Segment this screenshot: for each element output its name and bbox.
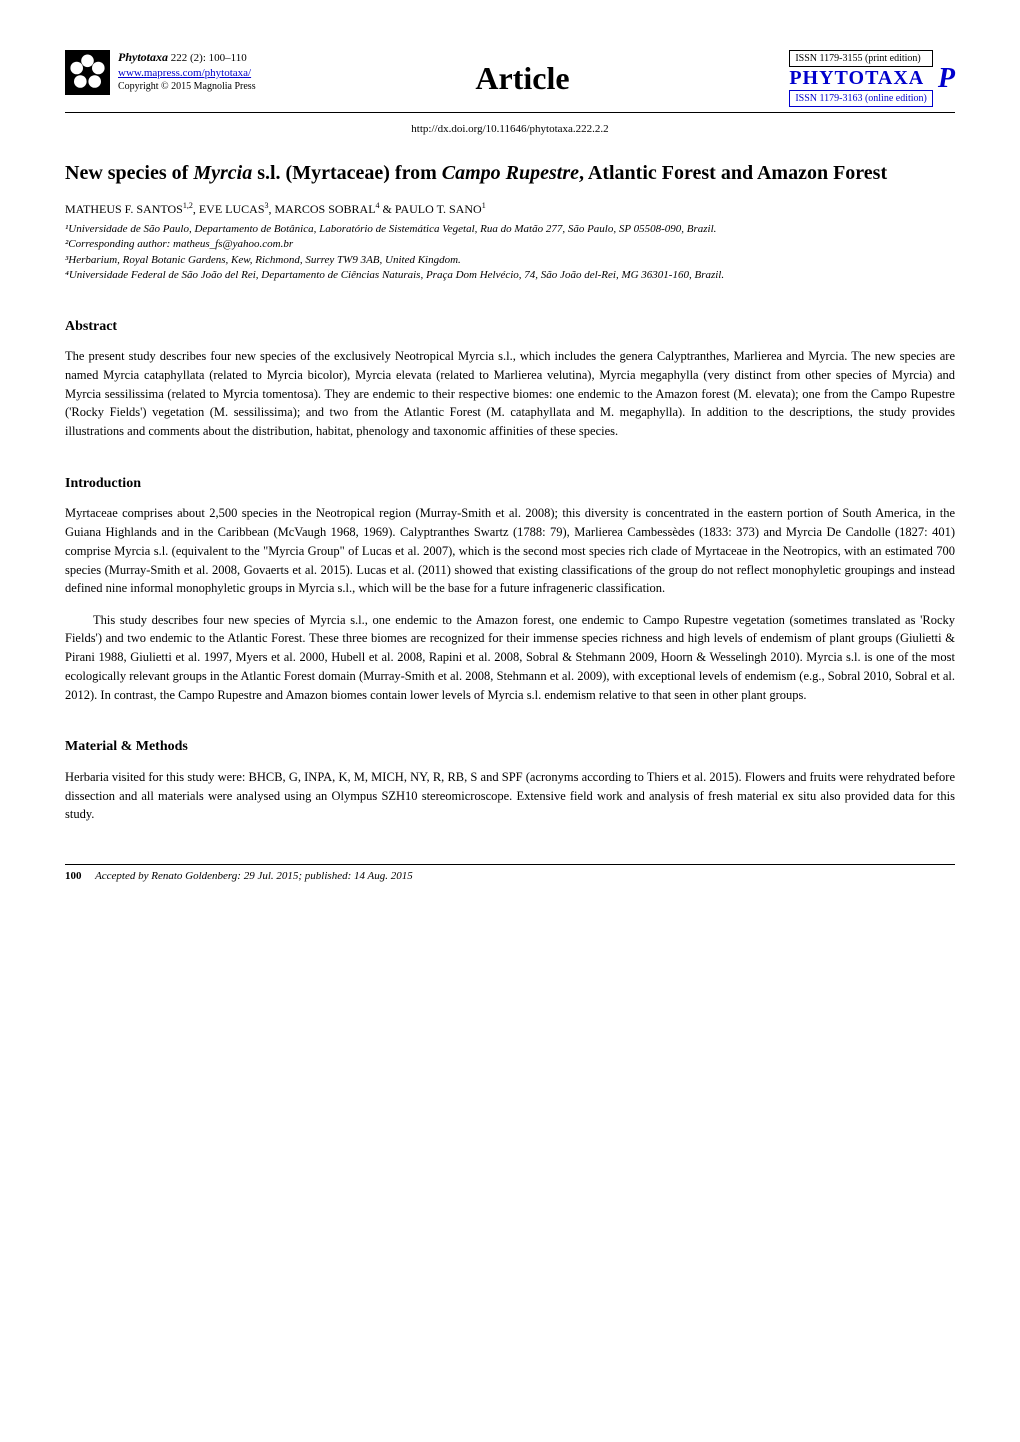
affiliation-2: ²Corresponding author: matheus_fs@yahoo.… (65, 237, 955, 252)
author-name: , EVE LUCAS (193, 202, 265, 216)
journal-info: Phytotaxa 222 (2): 100–110 www.mapress.c… (118, 50, 256, 93)
copyright-text: Copyright © 2015 Magnolia Press (118, 80, 256, 93)
affiliation-4: ⁴Universidade Federal de São João del Re… (65, 268, 955, 283)
methods-text: Herbaria visited for this study were: BH… (65, 768, 955, 824)
p-logo-icon: P (938, 63, 955, 95)
journal-header: Phytotaxa 222 (2): 100–110 www.mapress.c… (65, 50, 955, 107)
issn-print: ISSN 1179-3155 (print edition) (789, 50, 933, 67)
header-left-block: Phytotaxa 222 (2): 100–110 www.mapress.c… (65, 50, 256, 95)
article-label: Article (475, 60, 569, 97)
title-italic: Campo Rupestre (442, 162, 579, 184)
journal-issue: 222 (2): 100–110 (171, 52, 247, 64)
journal-url-link[interactable]: www.mapress.com/phytotaxa/ (118, 67, 251, 79)
author-name: , MARCOS SOBRAL (269, 202, 376, 216)
header-right-block: ISSN 1179-3155 (print edition) PHYTOTAXA… (789, 50, 955, 107)
phytotaxa-wordmark: PHYTOTAXA (789, 67, 933, 90)
footer-text: Accepted by Renato Goldenberg: 29 Jul. 2… (95, 870, 413, 882)
affiliation-3: ³Herbarium, Royal Botanic Gardens, Kew, … (65, 253, 955, 268)
abstract-heading: Abstract (65, 319, 955, 335)
abstract-text: The present study describes four new spe… (65, 347, 955, 441)
issn-online: ISSN 1179-3163 (online edition) (789, 90, 933, 107)
introduction-heading: Introduction (65, 476, 955, 492)
title-part: , Atlantic Forest and Amazon Forest (579, 162, 887, 184)
intro-para-1: Myrtaceae comprises about 2,500 species … (65, 504, 955, 598)
issn-phytotaxa-block: ISSN 1179-3155 (print edition) PHYTOTAXA… (789, 50, 933, 107)
author-sup: 1 (482, 201, 486, 210)
title-part: New species of (65, 162, 193, 184)
author-name: & PAULO T. SANO (380, 202, 482, 216)
flower-logo-icon (65, 50, 110, 95)
title-italic: Myrcia (193, 162, 252, 184)
title-part: s.l. (Myrtaceae) from (252, 162, 442, 184)
methods-heading: Material & Methods (65, 739, 955, 755)
author-sup: 1,2 (183, 201, 193, 210)
doi-link[interactable]: http://dx.doi.org/10.11646/phytotaxa.222… (65, 123, 955, 135)
page-number: 100 (65, 870, 82, 882)
intro-para-2: This study describes four new species of… (65, 611, 955, 705)
affiliation-1: ¹Universidade de São Paulo, Departamento… (65, 222, 955, 237)
page-footer: 100 Accepted by Renato Goldenberg: 29 Ju… (65, 864, 955, 882)
journal-name: Phytotaxa (118, 50, 168, 64)
header-divider (65, 112, 955, 113)
paper-title: New species of Myrcia s.l. (Myrtaceae) f… (65, 160, 955, 186)
author-name: MATHEUS F. SANTOS (65, 202, 183, 216)
author-list: MATHEUS F. SANTOS1,2, EVE LUCAS3, MARCOS… (65, 201, 955, 217)
